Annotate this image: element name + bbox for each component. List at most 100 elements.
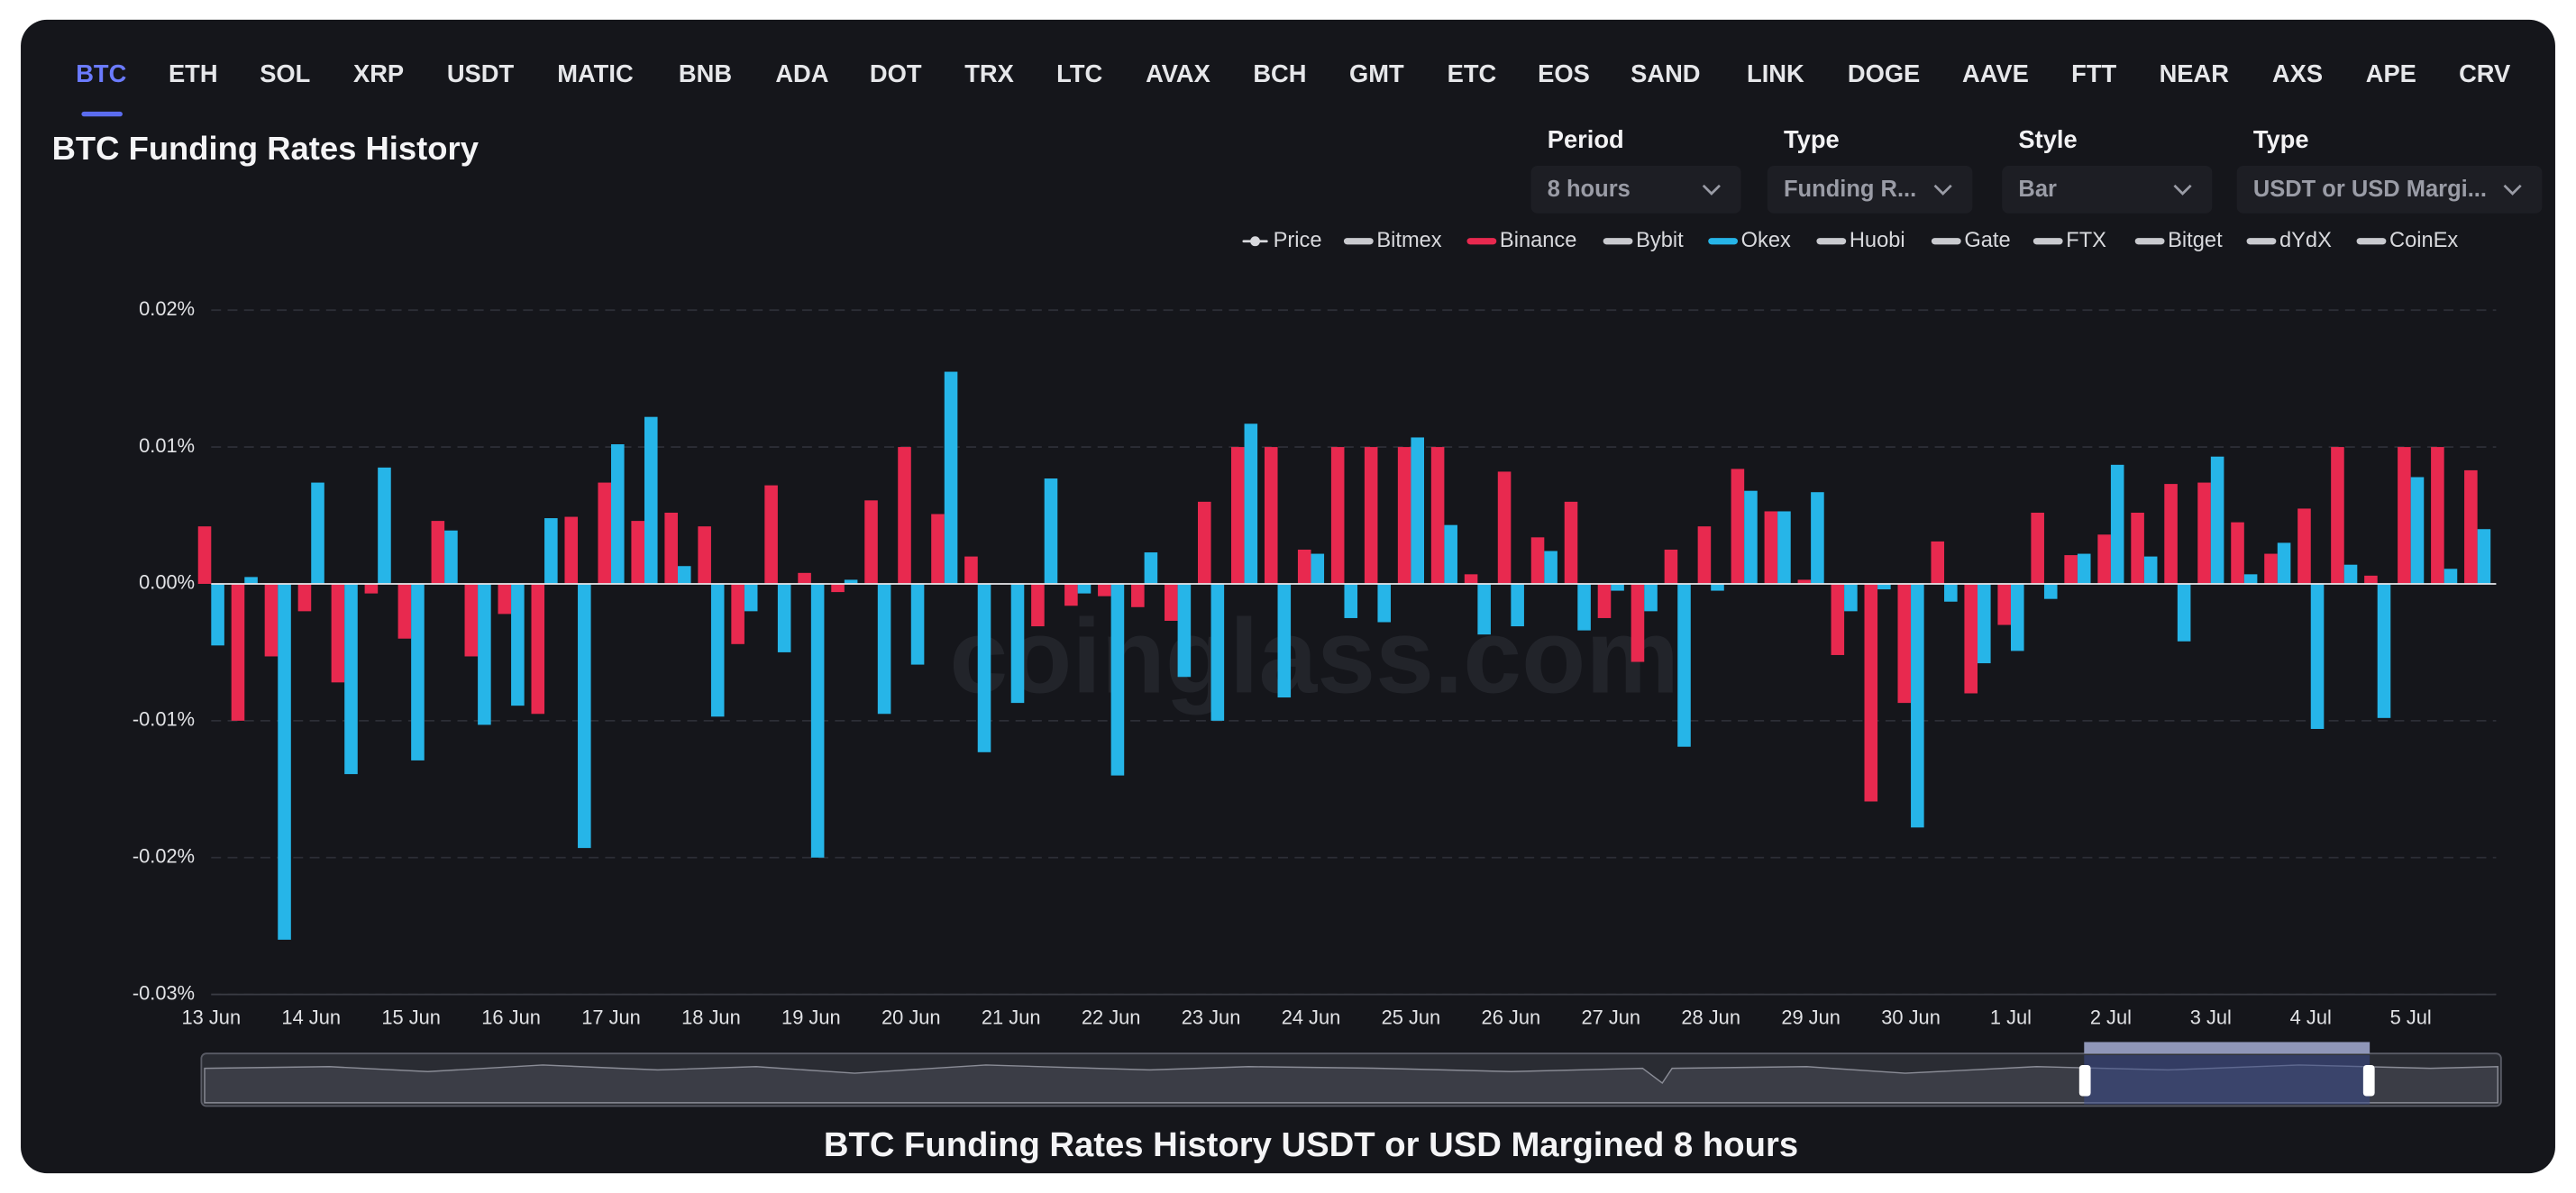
tab[interactable]: LINK <box>1747 59 1804 87</box>
navigator-handle[interactable] <box>2362 1064 2375 1097</box>
bar <box>531 583 545 715</box>
navigator-selection[interactable] <box>2084 1055 2370 1105</box>
legend-label: dYdX <box>2279 229 2332 252</box>
bar <box>1597 583 1612 618</box>
control-label: Type <box>2253 125 2309 153</box>
bar <box>1144 552 1158 584</box>
navigator-handle[interactable] <box>2078 1064 2091 1097</box>
legend-item[interactable]: Bitmex <box>1343 229 1442 252</box>
bar <box>397 583 412 639</box>
legend-label: Huobi <box>1850 229 1905 252</box>
x-tick-label: 27 Jun <box>1581 1006 1640 1029</box>
bar <box>877 583 891 715</box>
tab[interactable]: NEAR <box>2160 59 2230 87</box>
x-tick-label: 1 Jul <box>1990 1006 2032 1029</box>
bar <box>777 583 791 652</box>
legend-item[interactable]: dYdX <box>2246 229 2332 252</box>
tab[interactable]: ETC <box>1448 59 1497 87</box>
bar <box>1644 583 1658 612</box>
tab[interactable]: DOGE <box>1848 59 1920 87</box>
bar <box>910 583 925 665</box>
y-tick-label: 0.00% <box>139 571 195 594</box>
tab[interactable]: BCH <box>1253 59 1306 87</box>
legend-item[interactable]: Binance <box>1466 229 1576 252</box>
dropdown[interactable] <box>1767 165 1973 214</box>
bar <box>1978 583 1991 664</box>
tab[interactable]: AVAX <box>1146 59 1210 87</box>
tab[interactable]: LTC <box>1056 59 1102 87</box>
bar <box>2444 569 2458 584</box>
dropdown[interactable] <box>1530 165 1741 214</box>
x-tick-label: 21 Jun <box>982 1006 1041 1029</box>
bar <box>2043 583 2058 599</box>
tab[interactable]: MATIC <box>557 59 633 87</box>
tab[interactable]: AXS <box>2272 59 2323 87</box>
bar <box>1131 583 1145 607</box>
bar <box>744 583 758 612</box>
bar <box>1577 583 1591 631</box>
x-tick-label: 16 Jun <box>481 1006 541 1029</box>
tab[interactable]: APE <box>2366 59 2416 87</box>
y-tick-label: -0.01% <box>132 708 195 731</box>
dropdown[interactable] <box>2236 165 2543 214</box>
tab[interactable]: CRV <box>2459 59 2511 87</box>
navigator-scrollbar[interactable] <box>2084 1042 2370 1054</box>
bar <box>2077 553 2091 584</box>
bar <box>1931 541 1945 584</box>
legend-item[interactable]: Bitget <box>2134 229 2223 252</box>
tab[interactable]: AAVE <box>1962 59 2029 87</box>
bar <box>1811 492 1824 584</box>
bar <box>231 583 245 721</box>
tab[interactable]: XRP <box>353 59 404 87</box>
bar <box>1731 469 1745 584</box>
bar <box>1344 583 1358 618</box>
dropdown[interactable] <box>2002 165 2213 214</box>
control-label: Style <box>2018 125 2077 153</box>
x-tick-label: 2 Jul <box>2090 1006 2132 1029</box>
legend-label: FTX <box>2066 229 2106 252</box>
tab[interactable]: BNB <box>679 59 732 87</box>
legend-item[interactable]: Price <box>1242 229 1322 252</box>
legend-item[interactable]: Gate <box>1931 229 2011 252</box>
bar <box>1911 583 1924 828</box>
x-tick-label: 18 Jun <box>681 1006 741 1029</box>
bar <box>431 521 445 584</box>
bar <box>598 482 612 584</box>
bar <box>478 583 491 725</box>
bar <box>1777 511 1791 584</box>
tab[interactable]: BTC <box>76 59 126 87</box>
chevron <box>2503 184 2522 196</box>
legend-item[interactable]: Okex <box>1708 229 1791 252</box>
tab[interactable]: SOL <box>260 59 310 87</box>
legend-item[interactable]: Huobi <box>1816 229 1905 252</box>
tab[interactable]: TRX <box>964 59 1014 87</box>
x-tick-label: 30 Jun <box>1881 1006 1941 1029</box>
tab[interactable]: USDT <box>447 59 515 87</box>
tab[interactable]: ETH <box>169 59 218 87</box>
bar <box>1198 501 1211 584</box>
bar <box>1877 583 1891 590</box>
tab[interactable]: EOS <box>1538 59 1590 87</box>
bar <box>464 583 479 657</box>
legend-item[interactable]: CoinEx <box>2356 229 2458 252</box>
bar <box>1264 447 1278 584</box>
tab[interactable]: ADA <box>775 59 828 87</box>
bar <box>1611 583 1624 591</box>
watermark: coinglass.com <box>949 596 1679 715</box>
bar <box>1544 551 1557 584</box>
legend-item[interactable]: Bybit <box>1603 229 1684 252</box>
bar <box>1165 583 1178 621</box>
bar <box>544 518 558 584</box>
tab[interactable]: FTT <box>2071 59 2116 87</box>
bar <box>1844 583 1858 612</box>
bar <box>1530 537 1545 584</box>
legend-item[interactable]: FTX <box>2032 229 2106 252</box>
tab[interactable]: SAND <box>1631 59 1700 87</box>
bar <box>2431 447 2444 584</box>
bar <box>1764 511 1778 584</box>
chart-title: BTC Funding Rates History <box>52 130 480 167</box>
tab[interactable]: DOT <box>870 59 922 87</box>
chevron <box>1702 184 1721 196</box>
tab[interactable]: GMT <box>1349 59 1404 87</box>
x-tick-label: 25 Jun <box>1382 1006 1441 1029</box>
